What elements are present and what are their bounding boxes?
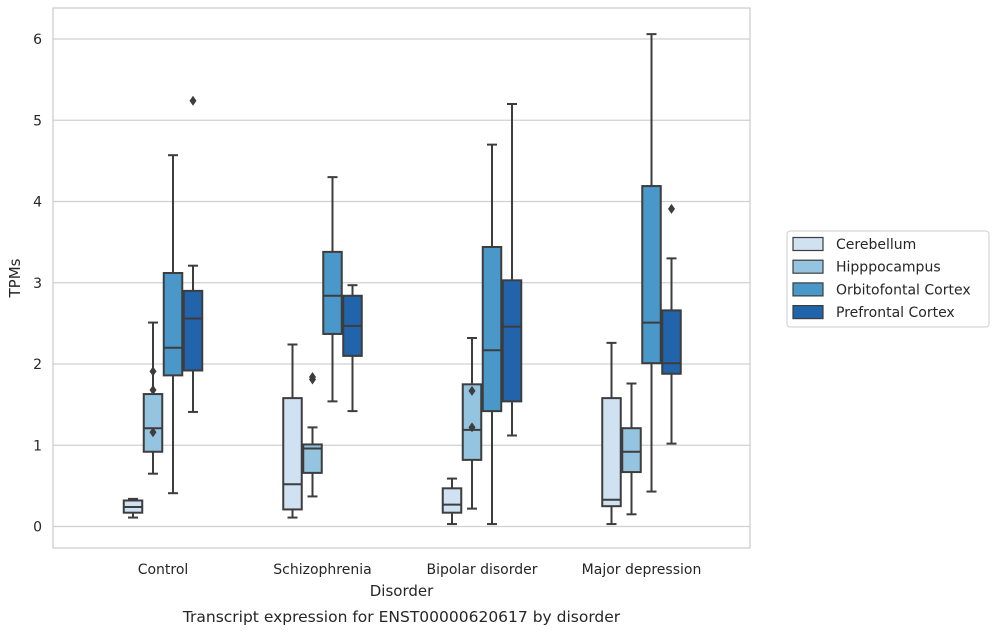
plot-frame	[52, 7, 751, 549]
x-tick-label: Major depression	[582, 562, 702, 578]
legend-label: Orbitofontal Cortex	[836, 282, 971, 298]
box-body	[182, 289, 204, 372]
outlier-point	[149, 366, 157, 377]
box-body	[282, 397, 303, 511]
chart-caption: Transcript expression for ENST0000062061…	[182, 608, 621, 626]
box-hipppocampus	[461, 337, 483, 510]
x-tick-label: Bipolar disorder	[426, 562, 537, 578]
box-orbitofontal-cortex	[162, 154, 184, 495]
box-orbitofontal-cortex	[641, 33, 662, 493]
legend-label: Cerebellum	[836, 237, 916, 253]
box-hipppocampus	[302, 372, 323, 498]
box-orbitofontal-cortex	[481, 143, 503, 526]
box-body	[142, 393, 164, 453]
box-prefrontal-cortex	[501, 103, 523, 437]
box-cerebellum	[122, 497, 144, 519]
outlier-point	[189, 95, 197, 106]
legend-items: Cerebellum Hipppocampus Orbitofontal Corte…	[792, 236, 971, 321]
y-tick-label: 0	[33, 520, 42, 536]
box-body	[601, 397, 622, 508]
outlier-point	[668, 203, 675, 214]
box-cerebellum	[282, 343, 303, 519]
outlier-point	[309, 372, 316, 382]
outlier-point	[149, 385, 157, 395]
y-tick-label: 2	[33, 357, 42, 373]
legend: Cerebellum Hipppocampus Orbitofontal Corte…	[786, 230, 990, 328]
box-body	[322, 250, 343, 335]
outlier-point	[468, 385, 476, 396]
x-tick-labels: Control Schizophrenia Bipolar disorder Majo…	[138, 562, 702, 578]
box-body	[661, 309, 682, 375]
legend-swatch	[792, 259, 824, 274]
y-tick-label: 4	[33, 195, 42, 211]
box-cerebellum	[601, 341, 622, 526]
box-prefrontal-cortex	[342, 284, 363, 413]
box-orbitofontal-cortex	[322, 176, 343, 403]
legend-swatch	[792, 236, 824, 252]
legend-swatch	[792, 282, 824, 297]
x-tick-label: Schizophrenia	[273, 562, 371, 578]
box-body	[461, 383, 483, 461]
box-body	[481, 246, 503, 413]
box-body	[501, 279, 523, 403]
legend-label: Prefrontal Cortex	[836, 305, 955, 321]
box-cerebellum	[441, 477, 463, 526]
box-body	[621, 427, 642, 474]
box-body	[441, 487, 463, 514]
x-tick-label: Control	[138, 562, 189, 578]
y-tick-label: 1	[33, 438, 42, 454]
legend-label: Hipppocampus	[836, 260, 941, 276]
y-tick-label: 3	[33, 276, 42, 292]
y-tick-label: 6	[33, 32, 42, 48]
outlier-point	[468, 422, 476, 433]
y-axis-title: TPMs	[6, 258, 24, 298]
legend-frame	[786, 230, 990, 328]
y-tick-labels: 0 1 2 3 4 5 6	[33, 32, 42, 536]
x-axis-title: Disorder	[370, 582, 434, 600]
box-prefrontal-cortex	[661, 203, 682, 445]
box-hipppocampus	[621, 382, 642, 516]
boxes	[122, 33, 682, 526]
box-prefrontal-cortex	[182, 95, 204, 413]
y-tick-label: 5	[33, 113, 42, 129]
box-body	[162, 272, 184, 377]
box-body	[641, 185, 662, 365]
box-body	[302, 443, 323, 474]
legend-swatch	[792, 305, 824, 320]
box-hipppocampus	[142, 321, 164, 475]
outlier-point	[149, 427, 157, 438]
